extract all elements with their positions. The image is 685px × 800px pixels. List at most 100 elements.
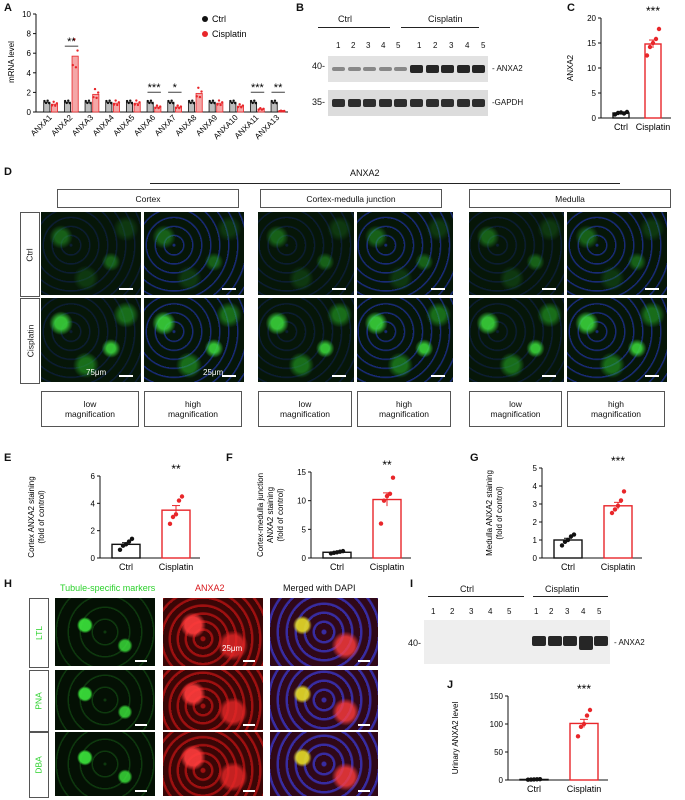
micrograph-medulla-high-cisplatin: [567, 298, 667, 382]
blot-i-lane-number: 5: [507, 607, 512, 616]
h-micrograph-scalebar: [243, 790, 255, 792]
region-box-medulla: Medulla: [469, 189, 671, 208]
chart-c-ytick-label: 5: [592, 89, 597, 98]
blot-b-band-gapdh: [472, 99, 486, 107]
chart-a-bar-cisplatin: [216, 102, 224, 113]
chart-a-point-ctrl: [234, 101, 237, 105]
chart-a-point-cisplatin: [197, 86, 200, 89]
chart-a-point-ctrl: [189, 101, 192, 105]
chart-j-point-ctrl: [537, 776, 543, 782]
chart-g-xtick-label: Cisplatin: [601, 562, 636, 572]
chart-a-ytick-label: 6: [27, 49, 32, 58]
micrograph-scalebar: [431, 375, 445, 377]
chart-g-point-ctrl: [571, 532, 577, 537]
chart-a-point-ctrl: [168, 101, 172, 105]
blot-b-lane-number: 5: [396, 41, 401, 50]
chart-a-point-cisplatin: [240, 106, 243, 109]
chart-a-point-cisplatin: [52, 100, 55, 104]
chart-g-point-cisplatin: [615, 503, 621, 508]
panel-label-g: G: [470, 452, 479, 464]
h-micrograph-scalebar: [135, 790, 147, 792]
chart-a-point-cisplatin: [117, 101, 121, 104]
chart-a-point-ctrl: [270, 99, 273, 103]
chart-g-point-cisplatin: [618, 498, 624, 503]
blot-i-ctrl-line: [428, 596, 524, 597]
h-row-box-dba: DBA: [29, 732, 49, 798]
blot-b-band-anxa2: [425, 65, 439, 73]
chart-a-point-cisplatin: [221, 101, 224, 104]
chart-a-point-ctrl: [149, 99, 153, 102]
chart-a-point-ctrl: [151, 101, 154, 105]
h-micrograph-anxa2-dba: [163, 732, 263, 796]
chart-a-point-ctrl: [86, 101, 89, 105]
chart-a-point-cisplatin: [219, 103, 222, 107]
h-micrograph-merged-pna: [270, 670, 378, 730]
micrograph-scalebar: [332, 288, 346, 290]
chart-c-anxa2-blot-quant: ANXA2 0 5 10 15 20 Ctrl Cisplatin ***: [566, 4, 671, 132]
h-micrograph-marker-pna: [55, 670, 155, 730]
chart-a-point-cisplatin: [74, 66, 78, 69]
chart-c-sig-label: ***: [646, 4, 660, 18]
region-box-cortex: Cortex: [57, 189, 239, 208]
blot-b-band-anxa2: [347, 67, 361, 71]
magnification-box: high magnification: [357, 391, 451, 427]
panel-d-staining: ANXA2 Cortex Cortex-medulla junction Med…: [0, 160, 685, 450]
chart-f-ylabel: Cortex-medulla junction: [256, 473, 265, 557]
h-micrograph-marker-dba: [55, 732, 155, 796]
blot-b-band-gapdh: [441, 99, 455, 107]
row-box-ctrl: Ctrl: [20, 212, 40, 297]
chart-j-point-cisplatin: [581, 721, 587, 727]
blot-b-band-gapdh: [410, 99, 423, 107]
blot-b-lane-number: 2: [351, 41, 356, 50]
chart-a-point-ctrl: [192, 101, 196, 105]
chart-e-cortex: Cortex ANXA2 staining (fold of control) 0 2…: [27, 462, 200, 572]
h-micrograph-scalebar: [135, 660, 147, 662]
chart-a-point-ctrl: [108, 99, 111, 102]
blot-i-anxa2-label: - ANXA2: [614, 638, 645, 647]
chart-a-point-cisplatin: [178, 106, 181, 110]
blot-b-group-cisplatin: Cisplatin: [428, 14, 463, 24]
h-row-label-pna: PNA: [33, 692, 44, 710]
panel-label-d: D: [4, 166, 12, 178]
chart-a-point-cisplatin: [76, 49, 79, 52]
chart-j-ytick-label: 50: [494, 748, 503, 757]
chart-g-ytick-label: 1: [533, 536, 538, 545]
blot-b-band-gapdh: [363, 99, 377, 107]
chart-g-medulla: Medulla ANXA2 staining (fold of control) 0…: [485, 454, 642, 572]
chart-g-xtick-label: Ctrl: [561, 562, 575, 572]
blot-i-marker-40: 40-: [408, 638, 422, 648]
blot-b-marker-40: 40-: [312, 61, 326, 71]
h-micrograph-marker-ltl: [55, 598, 155, 666]
micrograph-scalebar: [645, 288, 659, 290]
chart-f-junction: Cortex-medulla junction ANXA2 staining (fo…: [256, 458, 411, 572]
blot-b-band-anxa2: [472, 65, 486, 73]
chart-j-point-cisplatin: [575, 734, 581, 739]
chart-a-point-cisplatin: [114, 99, 117, 102]
blot-i-band-anxa2: [532, 636, 546, 646]
legend-cisplatin-label: Cisplatin: [212, 29, 247, 39]
chart-a-point-ctrl: [65, 101, 68, 105]
micrograph-scalebar: [222, 288, 236, 290]
chart-a-point-ctrl: [249, 99, 253, 103]
chart-e-ytick-label: 2: [91, 527, 96, 536]
panel-label-i: I: [410, 578, 414, 590]
chart-a-point-ctrl: [230, 101, 234, 105]
magnification-box: low magnification: [258, 391, 352, 427]
chart-j-ytick-label: 150: [490, 692, 504, 701]
chart-e-ylabel: (fold of control): [37, 490, 46, 544]
blot-i-group-cisplatin: Cisplatin: [545, 584, 580, 594]
chart-j-bar-cisplatin: [569, 722, 599, 781]
chart-g-point-cisplatin: [612, 507, 618, 512]
panel-label-b: B: [296, 2, 304, 14]
chart-a-xtick-label: ANXA3: [70, 113, 95, 138]
chart-a-bar-cisplatin: [195, 92, 203, 113]
chart-a-point-cisplatin: [200, 90, 203, 93]
chart-j-point-cisplatin: [584, 713, 590, 718]
chart-j-point-cisplatin: [587, 707, 593, 713]
blot-b-lane-number: 5: [481, 41, 486, 50]
chart-a-point-cisplatin: [262, 107, 265, 110]
chart-c-ytick-label: 0: [592, 114, 597, 123]
row-label-cisplatin: Cisplatin: [25, 324, 36, 358]
chart-a-point-cisplatin: [136, 103, 140, 107]
panel-d-title: ANXA2: [350, 168, 380, 178]
